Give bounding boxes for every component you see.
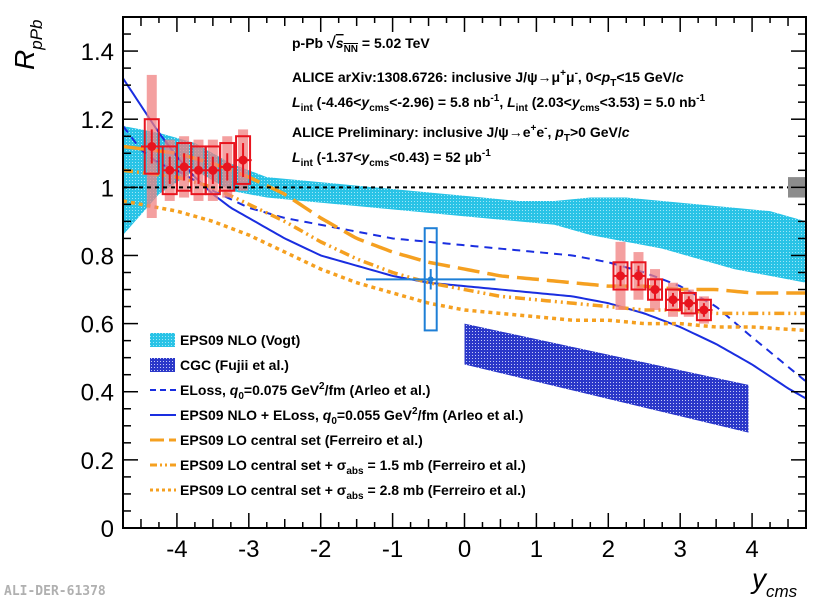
marker — [427, 276, 434, 283]
data-point — [366, 227, 496, 332]
marker — [650, 285, 660, 295]
curve-dotted-4 — [123, 199, 806, 333]
band-cgc — [464, 323, 749, 433]
marker — [147, 141, 157, 151]
y-tick-label: 1.4 — [81, 39, 114, 66]
marker — [238, 155, 248, 165]
marker — [222, 162, 232, 172]
marker — [165, 165, 175, 175]
curve-solid-1 — [123, 77, 806, 400]
marker — [684, 298, 694, 308]
annotation-block: p-Pb √sNN = 5.02 TeV ALICE arXiv:1308.67… — [292, 35, 706, 169]
x-axis-label-main: y — [750, 563, 768, 594]
data-point — [695, 296, 713, 324]
y-axis-label-main: R — [9, 50, 40, 70]
x-axis-label: ycms — [750, 563, 798, 601]
data-point — [630, 252, 647, 300]
x-tick-label: -3 — [238, 536, 259, 563]
y-axis-label-sub: pPb — [27, 20, 46, 51]
marker — [668, 295, 678, 305]
legend-label-cgc: CGC (Fujii et al.) — [180, 357, 289, 373]
y-axis-label: RpPb — [9, 20, 46, 70]
data-point — [680, 289, 697, 317]
legend-label-lo: EPS09 LO central set (Ferreiro et al.) — [180, 432, 423, 448]
x-tick-label: -1 — [382, 536, 403, 563]
y-tick-label: 1.2 — [81, 107, 114, 134]
x-tick-label: 0 — [458, 536, 471, 563]
y-tick-label: 0.4 — [81, 380, 114, 407]
x-tick-label: 4 — [745, 536, 758, 563]
marker — [699, 305, 709, 315]
y-tick-label: 0.6 — [81, 312, 114, 339]
x-tick-label: 3 — [674, 536, 687, 563]
legend-swatch-eps09 — [150, 333, 175, 347]
x-tick-label: -2 — [310, 536, 331, 563]
x-tick-label: 2 — [602, 536, 615, 563]
band-eps09-nlo — [123, 126, 806, 283]
marker — [633, 271, 643, 281]
y-tick-label: 0.8 — [81, 243, 114, 270]
data-point — [647, 269, 664, 310]
y-tick-label: 1 — [101, 175, 114, 202]
x-tick-label: 1 — [530, 536, 543, 563]
annotation-lumi2: Lint (-1.37<ycms<0.43) = 52 μb-1 — [292, 148, 491, 169]
data-point — [140, 74, 163, 218]
annotation-ref1: ALICE arXiv:1308.6726: inclusive J/ψ→μ+μ… — [292, 68, 684, 89]
legend-label-lo15: EPS09 LO central set + σabs = 1.5 mb (Fe… — [180, 457, 526, 477]
marker — [616, 271, 626, 281]
y-tick-label: 0 — [101, 516, 114, 543]
annotation-ref2: ALICE Preliminary: inclusive J/ψ→e+e-, p… — [292, 123, 630, 144]
legend-label-eps09eloss: EPS09 NLO + ELoss, q0=0.055 GeV2/fm (Arl… — [180, 406, 523, 427]
x-tick-label: -4 — [166, 536, 187, 563]
figure-id-label: ALI-DER-61378 — [4, 584, 106, 599]
curve-longdash-2 — [123, 144, 806, 295]
legend-swatch-cgc — [150, 358, 175, 372]
data-point — [204, 139, 221, 201]
marker — [193, 165, 203, 175]
data-point — [612, 241, 629, 310]
annotation-lumi1: Lint (-4.46<ycms<-2.96) = 5.8 nb-1, Lint… — [292, 93, 706, 114]
data-point — [234, 129, 252, 191]
y-tick-label: 0.2 — [81, 448, 114, 475]
marker — [179, 162, 189, 172]
legend-label-eps09: EPS09 NLO (Vogt) — [180, 332, 300, 348]
legend: EPS09 NLO (Vogt) CGC (Fujii et al.) ELos… — [150, 332, 526, 502]
annotation-system: p-Pb √sNN = 5.02 TeV — [292, 35, 430, 55]
data-point — [664, 282, 681, 317]
marker — [208, 165, 218, 175]
data-point — [161, 139, 178, 201]
x-axis-label-sub: cms — [766, 582, 798, 601]
legend-label-eloss: ELoss, q0=0.075 GeV2/fm (Arleo et al.) — [180, 381, 430, 402]
data-point — [219, 136, 236, 198]
legend-label-lo28: EPS09 LO central set + σabs = 2.8 mb (Fe… — [180, 482, 526, 502]
